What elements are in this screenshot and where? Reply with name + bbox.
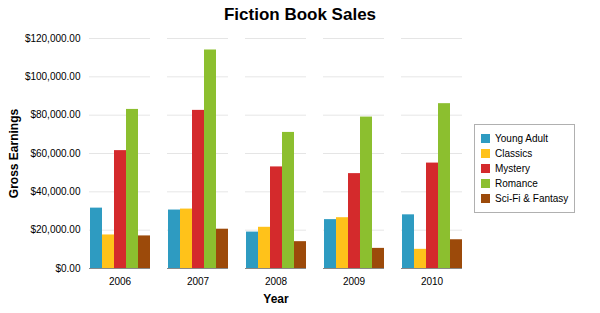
svg-text:$20,000.00: $20,000.00 [30, 224, 80, 235]
html-text:Fiction Book Sales: Fiction Book Sales [224, 5, 376, 24]
html-text:Sci-Fi & Fantasy: Sci-Fi & Fantasy [495, 192, 569, 204]
svg-text:2009: 2009 [343, 276, 366, 287]
svg-text:2008: 2008 [265, 276, 288, 287]
svg-text:Year: Year [263, 292, 289, 306]
svg-text:2010: 2010 [421, 276, 444, 287]
svg-text:$80,000.00: $80,000.00 [30, 109, 80, 120]
svg-text:2007: 2007 [187, 276, 210, 287]
html-text:Mystery: Mystery [495, 162, 530, 174]
svg-text:2006: 2006 [109, 276, 132, 287]
svg-text:$100,000.00: $100,000.00 [25, 71, 81, 82]
svg-text:$120,000.00: $120,000.00 [25, 33, 81, 44]
svg-text:$60,000.00: $60,000.00 [30, 148, 80, 159]
html-text:Young Adult: Young Adult [495, 132, 548, 144]
html-text:Romance: Romance [495, 177, 538, 189]
html-text:Classics: Classics [495, 147, 533, 159]
svg-text:$0.00: $0.00 [55, 263, 80, 274]
svg-text:$40,000.00: $40,000.00 [30, 186, 80, 197]
svg-text:Gross Earnings: Gross Earnings [7, 109, 21, 199]
